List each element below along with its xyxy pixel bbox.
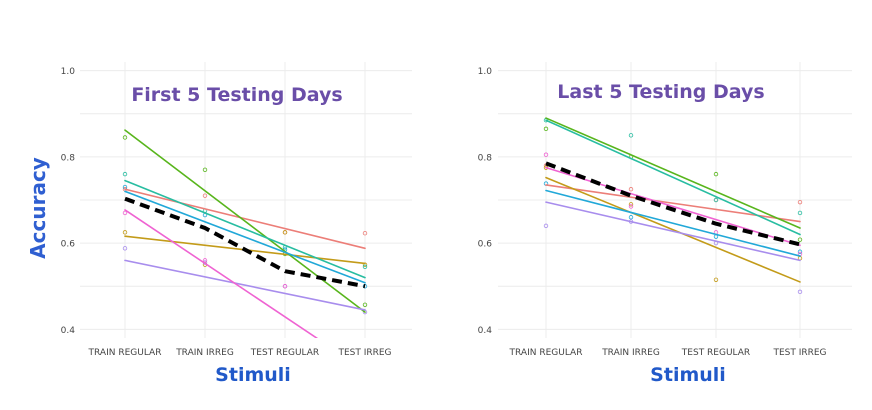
data-point (122, 135, 128, 140)
y-axis-label: Accuracy (26, 157, 50, 259)
series-fit-line (124, 190, 366, 284)
data-point (122, 246, 128, 251)
data-point (713, 197, 719, 203)
plot-area (122, 129, 368, 362)
data-point (362, 264, 368, 270)
chart-title: Last 5 Testing Days (557, 81, 764, 103)
series-fit-line (545, 189, 801, 257)
data-point (628, 202, 634, 207)
data-point (543, 152, 549, 157)
series-fit-line (124, 209, 319, 338)
series-fit-line (124, 129, 366, 313)
data-point (797, 249, 803, 254)
x-tick-label: TEST REGULAR (250, 348, 319, 358)
data-point (202, 258, 208, 263)
series-fit-line (124, 259, 366, 311)
series-fit-line (124, 179, 366, 279)
data-point (362, 302, 368, 307)
data-point (363, 358, 367, 362)
series-fit-line (545, 166, 801, 247)
y-tick-label: 0.4 (61, 326, 76, 336)
series-fit-line (545, 119, 801, 236)
mean-line (545, 161, 801, 247)
x-axis-label: Stimuli (215, 364, 291, 386)
y-tick-label: 1.0 (478, 67, 493, 77)
y-tick-label: 0.4 (478, 326, 493, 336)
data-point (628, 204, 634, 209)
series-fit-line (545, 117, 801, 229)
data-point (797, 237, 803, 242)
gridlines (498, 62, 852, 338)
data-point (797, 289, 803, 295)
chart-title: First 5 Testing Days (131, 84, 342, 106)
x-tick-label: TRAIN IRREG (175, 348, 234, 358)
y-tick-label: 0.8 (61, 153, 76, 163)
data-point (628, 215, 634, 220)
y-tick-label: 0.8 (478, 153, 493, 163)
data-point (122, 210, 128, 216)
series-fit-line (124, 188, 366, 250)
x-tick-label: TEST REGULAR (681, 348, 750, 358)
data-point (122, 230, 128, 235)
data-point (282, 284, 288, 289)
chart-panel-2: 0.4 0.6 0.8 1.0 TRAIN REGULAR TRAIN IRREG TEST… (478, 62, 852, 386)
data-point (362, 231, 368, 236)
series-fit-line (545, 184, 801, 223)
x-axis-label: Stimuli (650, 364, 726, 386)
data-point (202, 167, 208, 173)
data-point (628, 133, 634, 138)
chart-panel-1: 0.4 0.6 0.8 1.0 TRAIN REGULAR TRAIN IRREG TEST… (61, 62, 412, 386)
data-point (797, 199, 803, 205)
x-tick-label: TEST IRREG (772, 348, 826, 358)
mean-line (124, 196, 366, 289)
x-tick-label: TEST IRREG (337, 348, 391, 358)
x-tick-label: TRAIN REGULAR (88, 348, 162, 358)
plot-area (543, 117, 803, 295)
data-point (713, 171, 719, 177)
y-tick-label: 0.6 (478, 240, 493, 250)
x-tick-label: TRAIN IRREG (601, 348, 660, 358)
data-point (628, 187, 634, 192)
gridlines (80, 62, 412, 338)
x-tick-label: TRAIN REGULAR (509, 348, 583, 358)
y-tick-label: 0.6 (61, 240, 76, 250)
data-point (543, 126, 549, 132)
data-point (713, 277, 719, 282)
series-fit-line (545, 201, 801, 262)
data-point (797, 210, 803, 216)
data-point (543, 223, 549, 229)
series-fit-line (545, 176, 801, 283)
data-point (282, 230, 288, 235)
data-point (202, 193, 208, 198)
y-tick-label: 1.0 (61, 67, 76, 77)
data-point (122, 171, 128, 177)
